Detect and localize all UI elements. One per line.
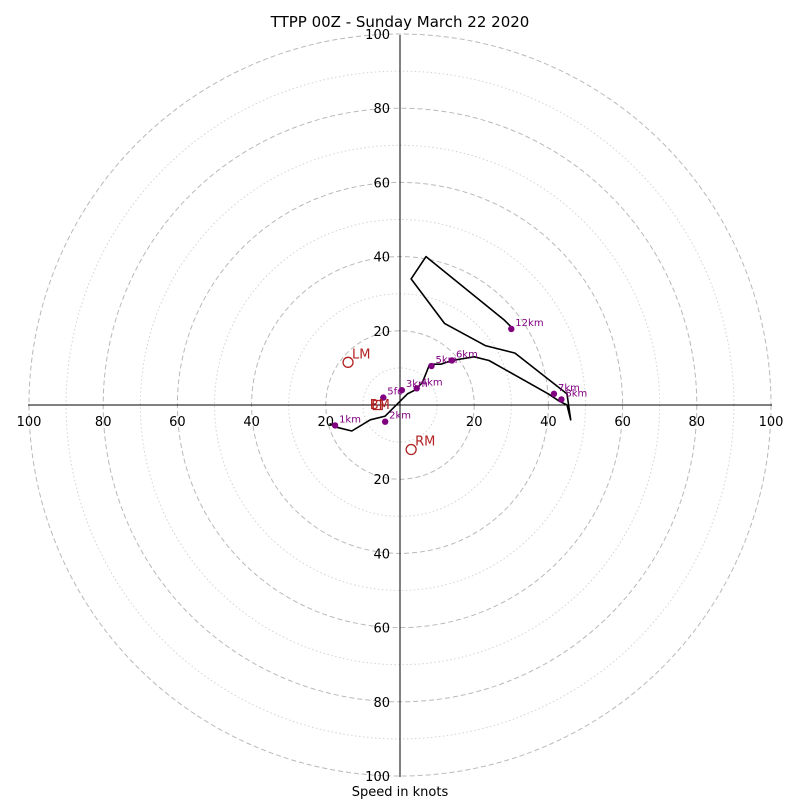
- height-point: [508, 325, 515, 333]
- x-tick-label: 20: [318, 415, 335, 430]
- x-tick-label: 60: [614, 415, 631, 430]
- y-tick-label: 60: [373, 176, 390, 191]
- height-label: 6km: [456, 349, 478, 360]
- x-tick-label: 40: [540, 415, 557, 430]
- y-tick-label: 80: [373, 102, 390, 117]
- axes: [28, 35, 772, 777]
- height-label: 7km: [558, 383, 580, 394]
- x-tick-label: 60: [169, 415, 186, 430]
- x-axis-label: Speed in knots: [352, 785, 449, 800]
- wind-profile-line: [329, 255, 572, 432]
- y-tick-label: 80: [373, 696, 390, 711]
- height-point: [558, 396, 565, 403]
- height-point: [413, 385, 420, 392]
- mean-motion-label: BM: [370, 398, 390, 413]
- y-tick-label: 20: [373, 473, 390, 488]
- height-point: [428, 362, 435, 370]
- wind-trace-layer: [329, 255, 572, 432]
- height-label: 4km: [421, 377, 443, 388]
- y-tick-label: 40: [373, 251, 390, 266]
- height-label: 3km: [406, 379, 428, 390]
- height-label: 1km: [339, 414, 361, 425]
- height-label: 12km: [515, 318, 543, 329]
- rm-motion-label: RM: [415, 435, 435, 450]
- height-point: [380, 394, 387, 401]
- lm-motion-marker: [342, 356, 354, 368]
- height-point: [550, 390, 558, 398]
- chart-title: TTPP 00Z - Sunday March 22 2020: [270, 13, 530, 31]
- height-point: [381, 418, 389, 425]
- height-label: 2km: [389, 411, 411, 422]
- rm-motion-marker: [405, 443, 417, 456]
- y-tick-label: 40: [373, 547, 390, 562]
- x-tick-label: 20: [466, 415, 483, 430]
- height-label: 5fc: [387, 387, 402, 398]
- x-tick-label: 80: [689, 415, 706, 430]
- y-tick-label: 60: [373, 622, 390, 637]
- height-point: [398, 386, 406, 394]
- x-tick-label: 100: [17, 415, 42, 430]
- x-tick-label: 40: [243, 415, 260, 430]
- lm-motion-label: LM: [352, 347, 370, 362]
- y-tick-label: 20: [373, 325, 390, 340]
- y-tick-label: 100: [365, 28, 390, 43]
- storm-motion-layer: LM RM BM: [342, 347, 435, 456]
- y-tick-label: 100: [365, 770, 390, 785]
- height-point: [448, 357, 456, 364]
- x-tick-label: 80: [95, 415, 112, 430]
- tick-labels: 100 80 60 40 20 20 40 60 80 100 100 80 60 40 20 20 40 60 8…: [17, 28, 784, 785]
- height-label: 5km: [436, 355, 458, 366]
- height-label: 8km: [565, 388, 587, 399]
- x-tick-label: 100: [759, 415, 784, 430]
- height-point: [331, 422, 339, 429]
- mean-motion-marker: [372, 399, 383, 411]
